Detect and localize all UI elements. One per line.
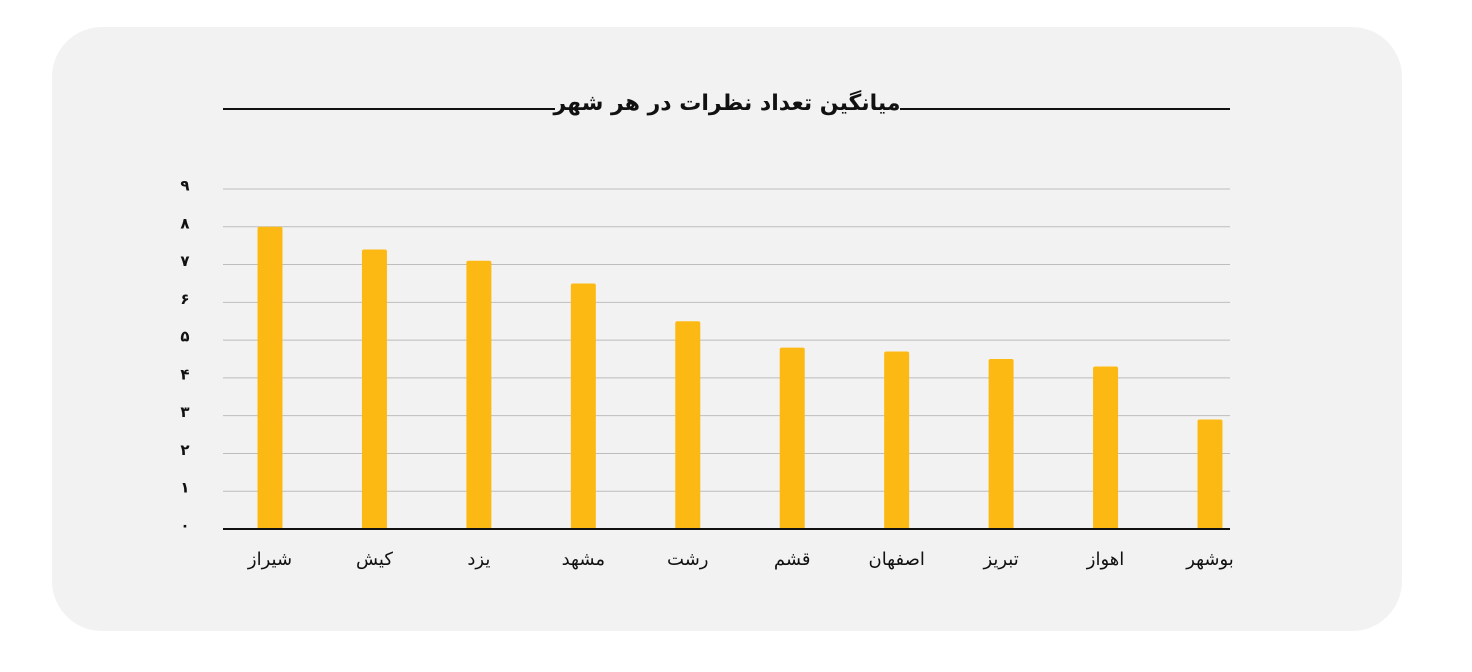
x-tick-label: اصفهان — [868, 549, 924, 570]
x-tick-label: مشهد — [562, 549, 605, 570]
x-tick-label: کیش — [356, 549, 393, 570]
y-tick-label: ۵ — [180, 328, 189, 346]
bar — [570, 283, 596, 529]
bar — [466, 260, 492, 529]
bar — [1093, 366, 1119, 529]
bar — [675, 321, 701, 529]
x-tick-label: بوشهر — [1185, 549, 1234, 570]
bar — [1197, 419, 1223, 529]
card — [52, 27, 1402, 631]
y-tick-label: ۷ — [180, 252, 189, 270]
bar — [884, 351, 910, 529]
y-tick-label: ۰ — [180, 517, 189, 535]
chart-title: میانگین تعداد نظرات در هر شهر — [553, 89, 901, 116]
x-tick-label: شیراز — [247, 549, 292, 570]
x-tick-label: اهواز — [1086, 549, 1125, 570]
y-tick-label: ۸ — [180, 214, 189, 232]
x-tick-label: یزد — [467, 549, 490, 570]
bar — [988, 359, 1014, 529]
bar — [779, 347, 805, 529]
y-tick-label: ۳ — [180, 403, 189, 421]
y-tick-label: ۹ — [180, 177, 189, 195]
x-tick-label: رشت — [667, 549, 708, 570]
bar — [257, 226, 283, 529]
x-tick-label: تبریز — [982, 549, 1018, 570]
y-tick-label: ۱ — [180, 479, 189, 497]
bar — [361, 249, 387, 529]
y-tick-label: ۶ — [180, 290, 189, 308]
y-tick-label: ۴ — [180, 365, 189, 383]
y-tick-label: ۲ — [180, 441, 189, 459]
x-tick-label: قشم — [774, 549, 811, 570]
